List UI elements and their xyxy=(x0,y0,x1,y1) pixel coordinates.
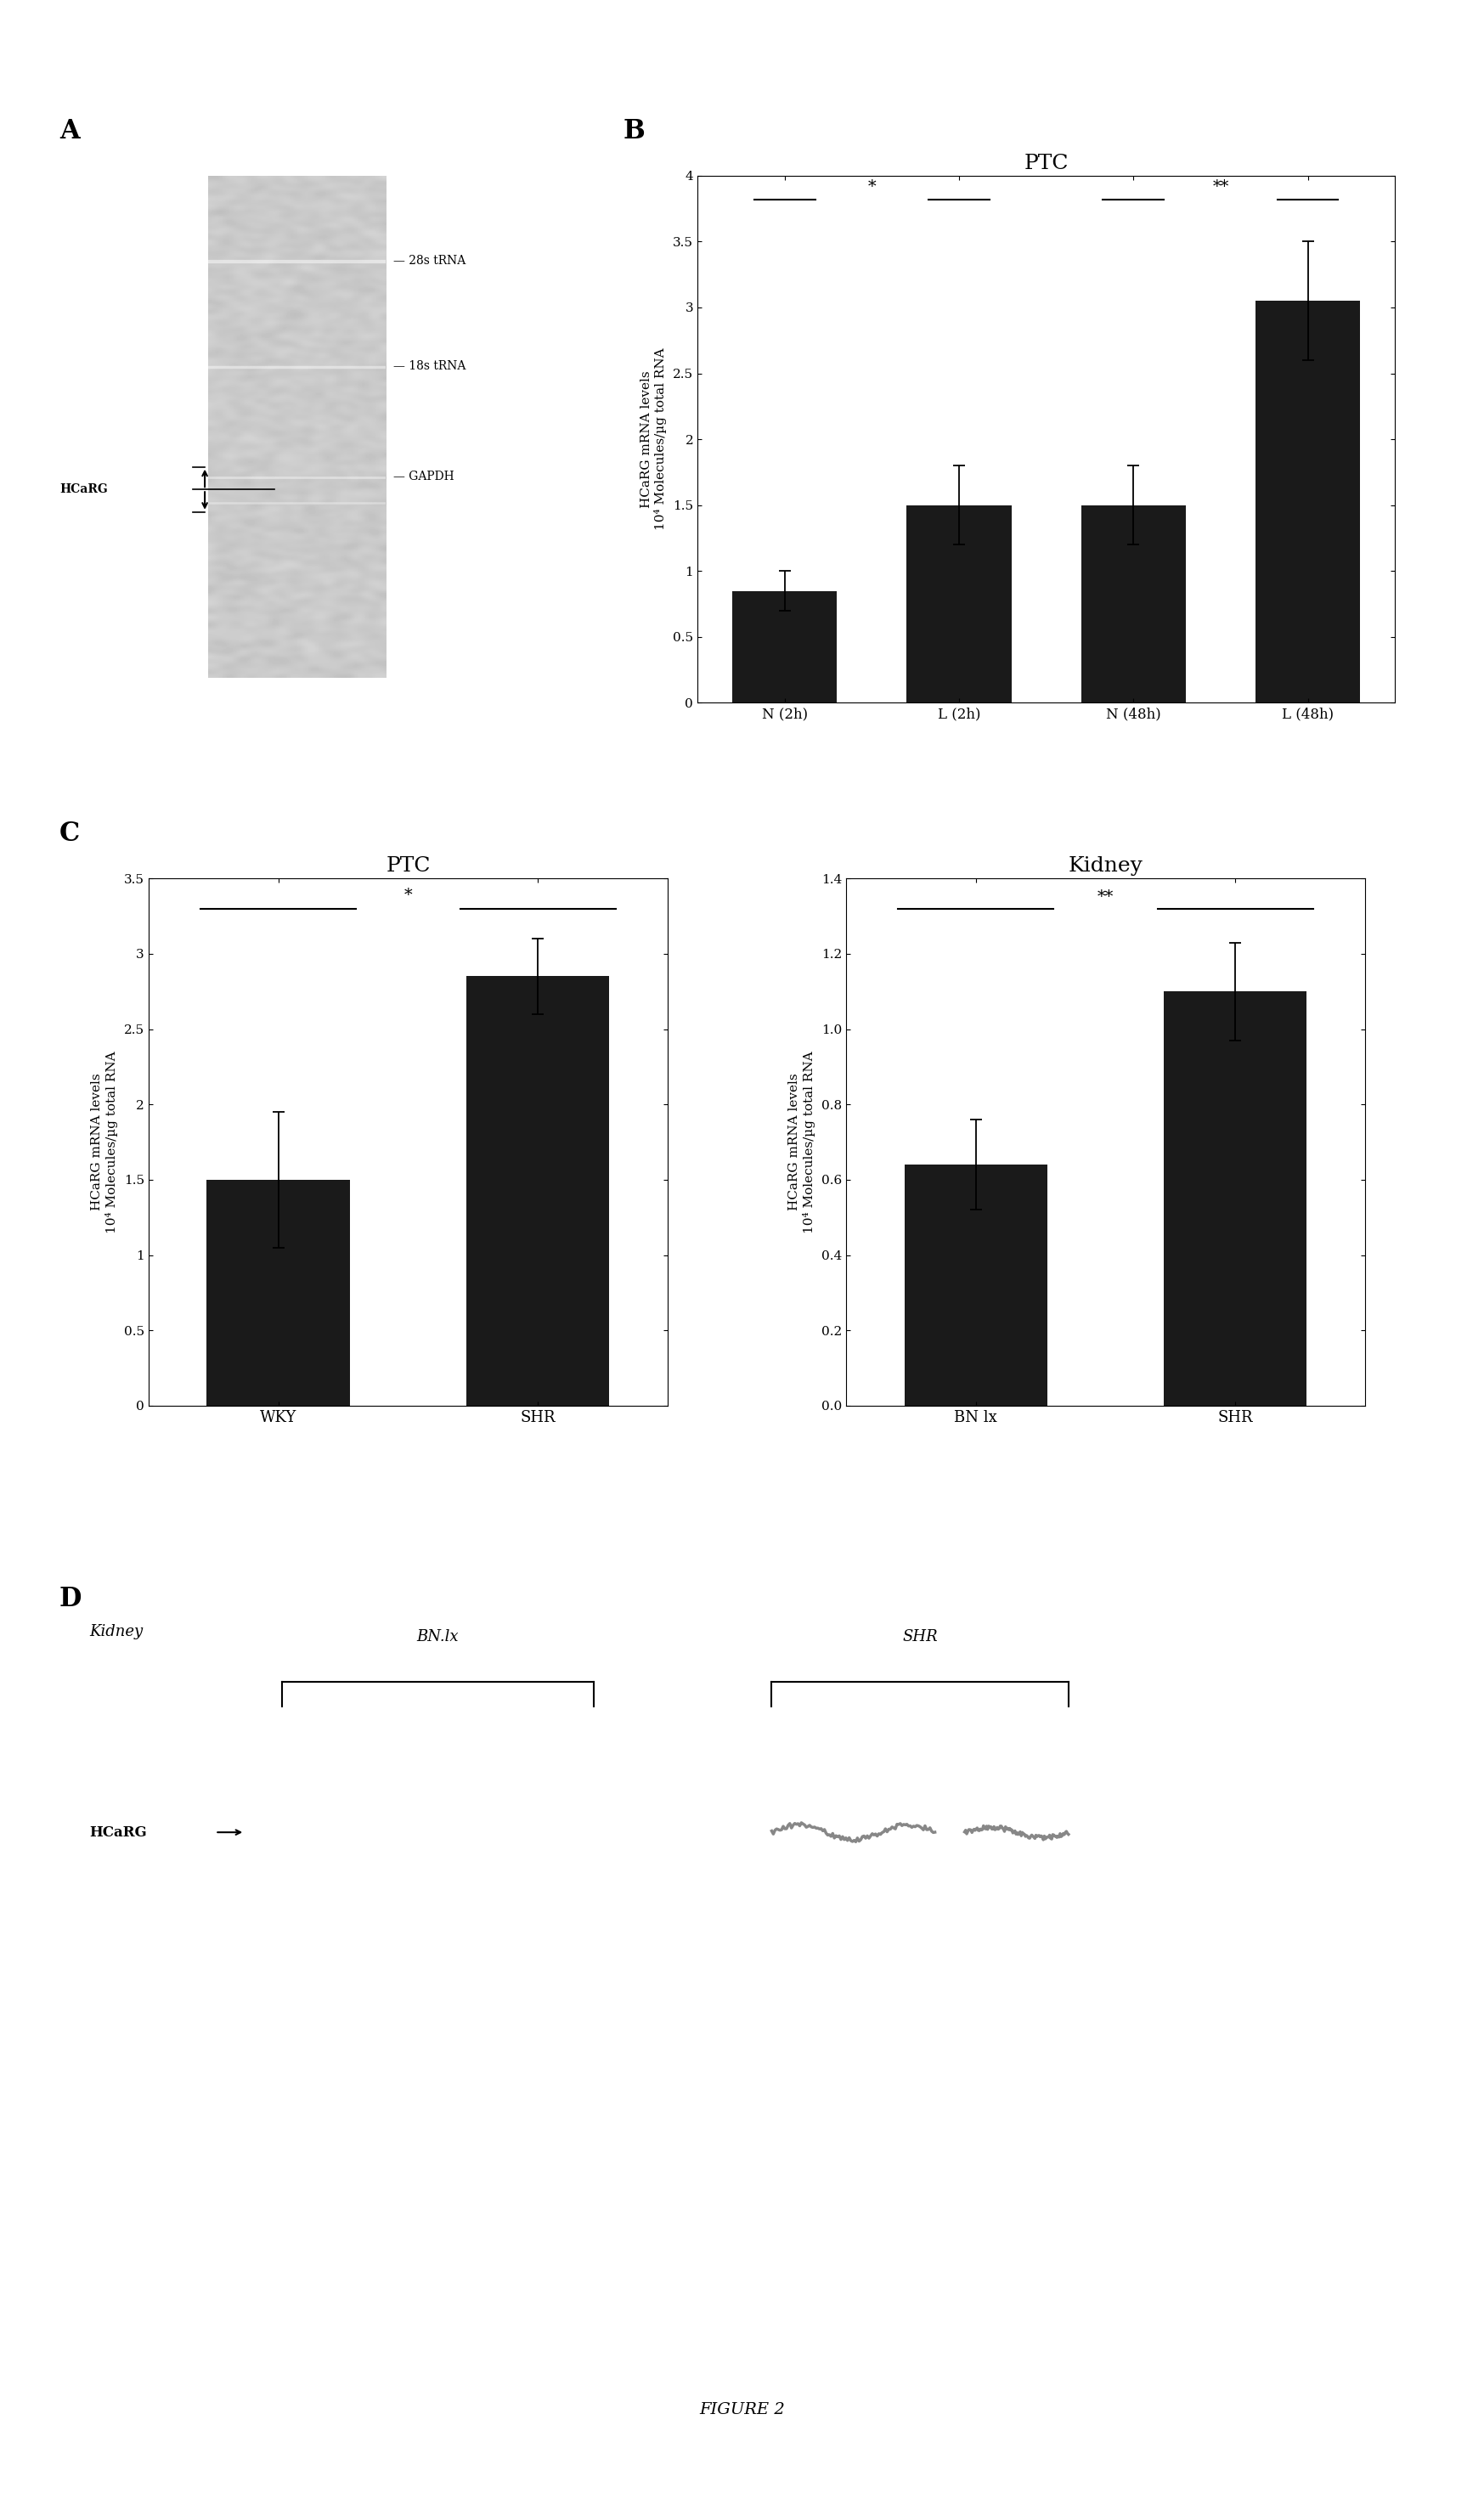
Text: — 28s tRNA: — 28s tRNA xyxy=(393,256,466,266)
Text: Kidney: Kidney xyxy=(89,1624,142,1639)
Title: Kidney: Kidney xyxy=(1068,856,1143,876)
Text: HCaRG: HCaRG xyxy=(59,484,107,494)
Bar xyxy=(466,976,610,1406)
Bar xyxy=(1163,991,1307,1406)
Title: PTC: PTC xyxy=(386,856,430,876)
Text: — GAPDH: — GAPDH xyxy=(393,472,454,482)
Y-axis label: HCaRG mRNA levels
10⁴ Molecules/µg total RNA: HCaRG mRNA levels 10⁴ Molecules/µg total… xyxy=(91,1052,117,1232)
Text: A: A xyxy=(59,118,80,143)
Text: D: D xyxy=(59,1586,82,1611)
Text: — 18s tRNA: — 18s tRNA xyxy=(393,361,466,371)
Bar xyxy=(907,505,1011,703)
Bar xyxy=(904,1165,1048,1406)
Y-axis label: HCaRG mRNA levels
10⁴ Molecules/µg total RNA: HCaRG mRNA levels 10⁴ Molecules/µg total… xyxy=(640,349,666,530)
Text: HCaRG: HCaRG xyxy=(89,1825,147,1840)
Text: **: ** xyxy=(1097,889,1114,904)
Bar xyxy=(1080,505,1186,703)
Text: B: B xyxy=(623,118,646,143)
Text: **: ** xyxy=(1212,178,1229,193)
Text: *: * xyxy=(404,889,413,904)
Y-axis label: HCaRG mRNA levels
10⁴ Molecules/µg total RNA: HCaRG mRNA levels 10⁴ Molecules/µg total… xyxy=(788,1052,815,1232)
Title: PTC: PTC xyxy=(1024,153,1068,173)
Text: SHR: SHR xyxy=(902,1629,938,1644)
Text: BN.lx: BN.lx xyxy=(417,1629,459,1644)
Bar xyxy=(206,1180,350,1406)
Text: *: * xyxy=(868,178,876,193)
Bar xyxy=(1255,301,1359,703)
Text: FIGURE 2: FIGURE 2 xyxy=(699,2402,785,2417)
Text: C: C xyxy=(59,821,80,846)
Bar xyxy=(732,590,837,703)
